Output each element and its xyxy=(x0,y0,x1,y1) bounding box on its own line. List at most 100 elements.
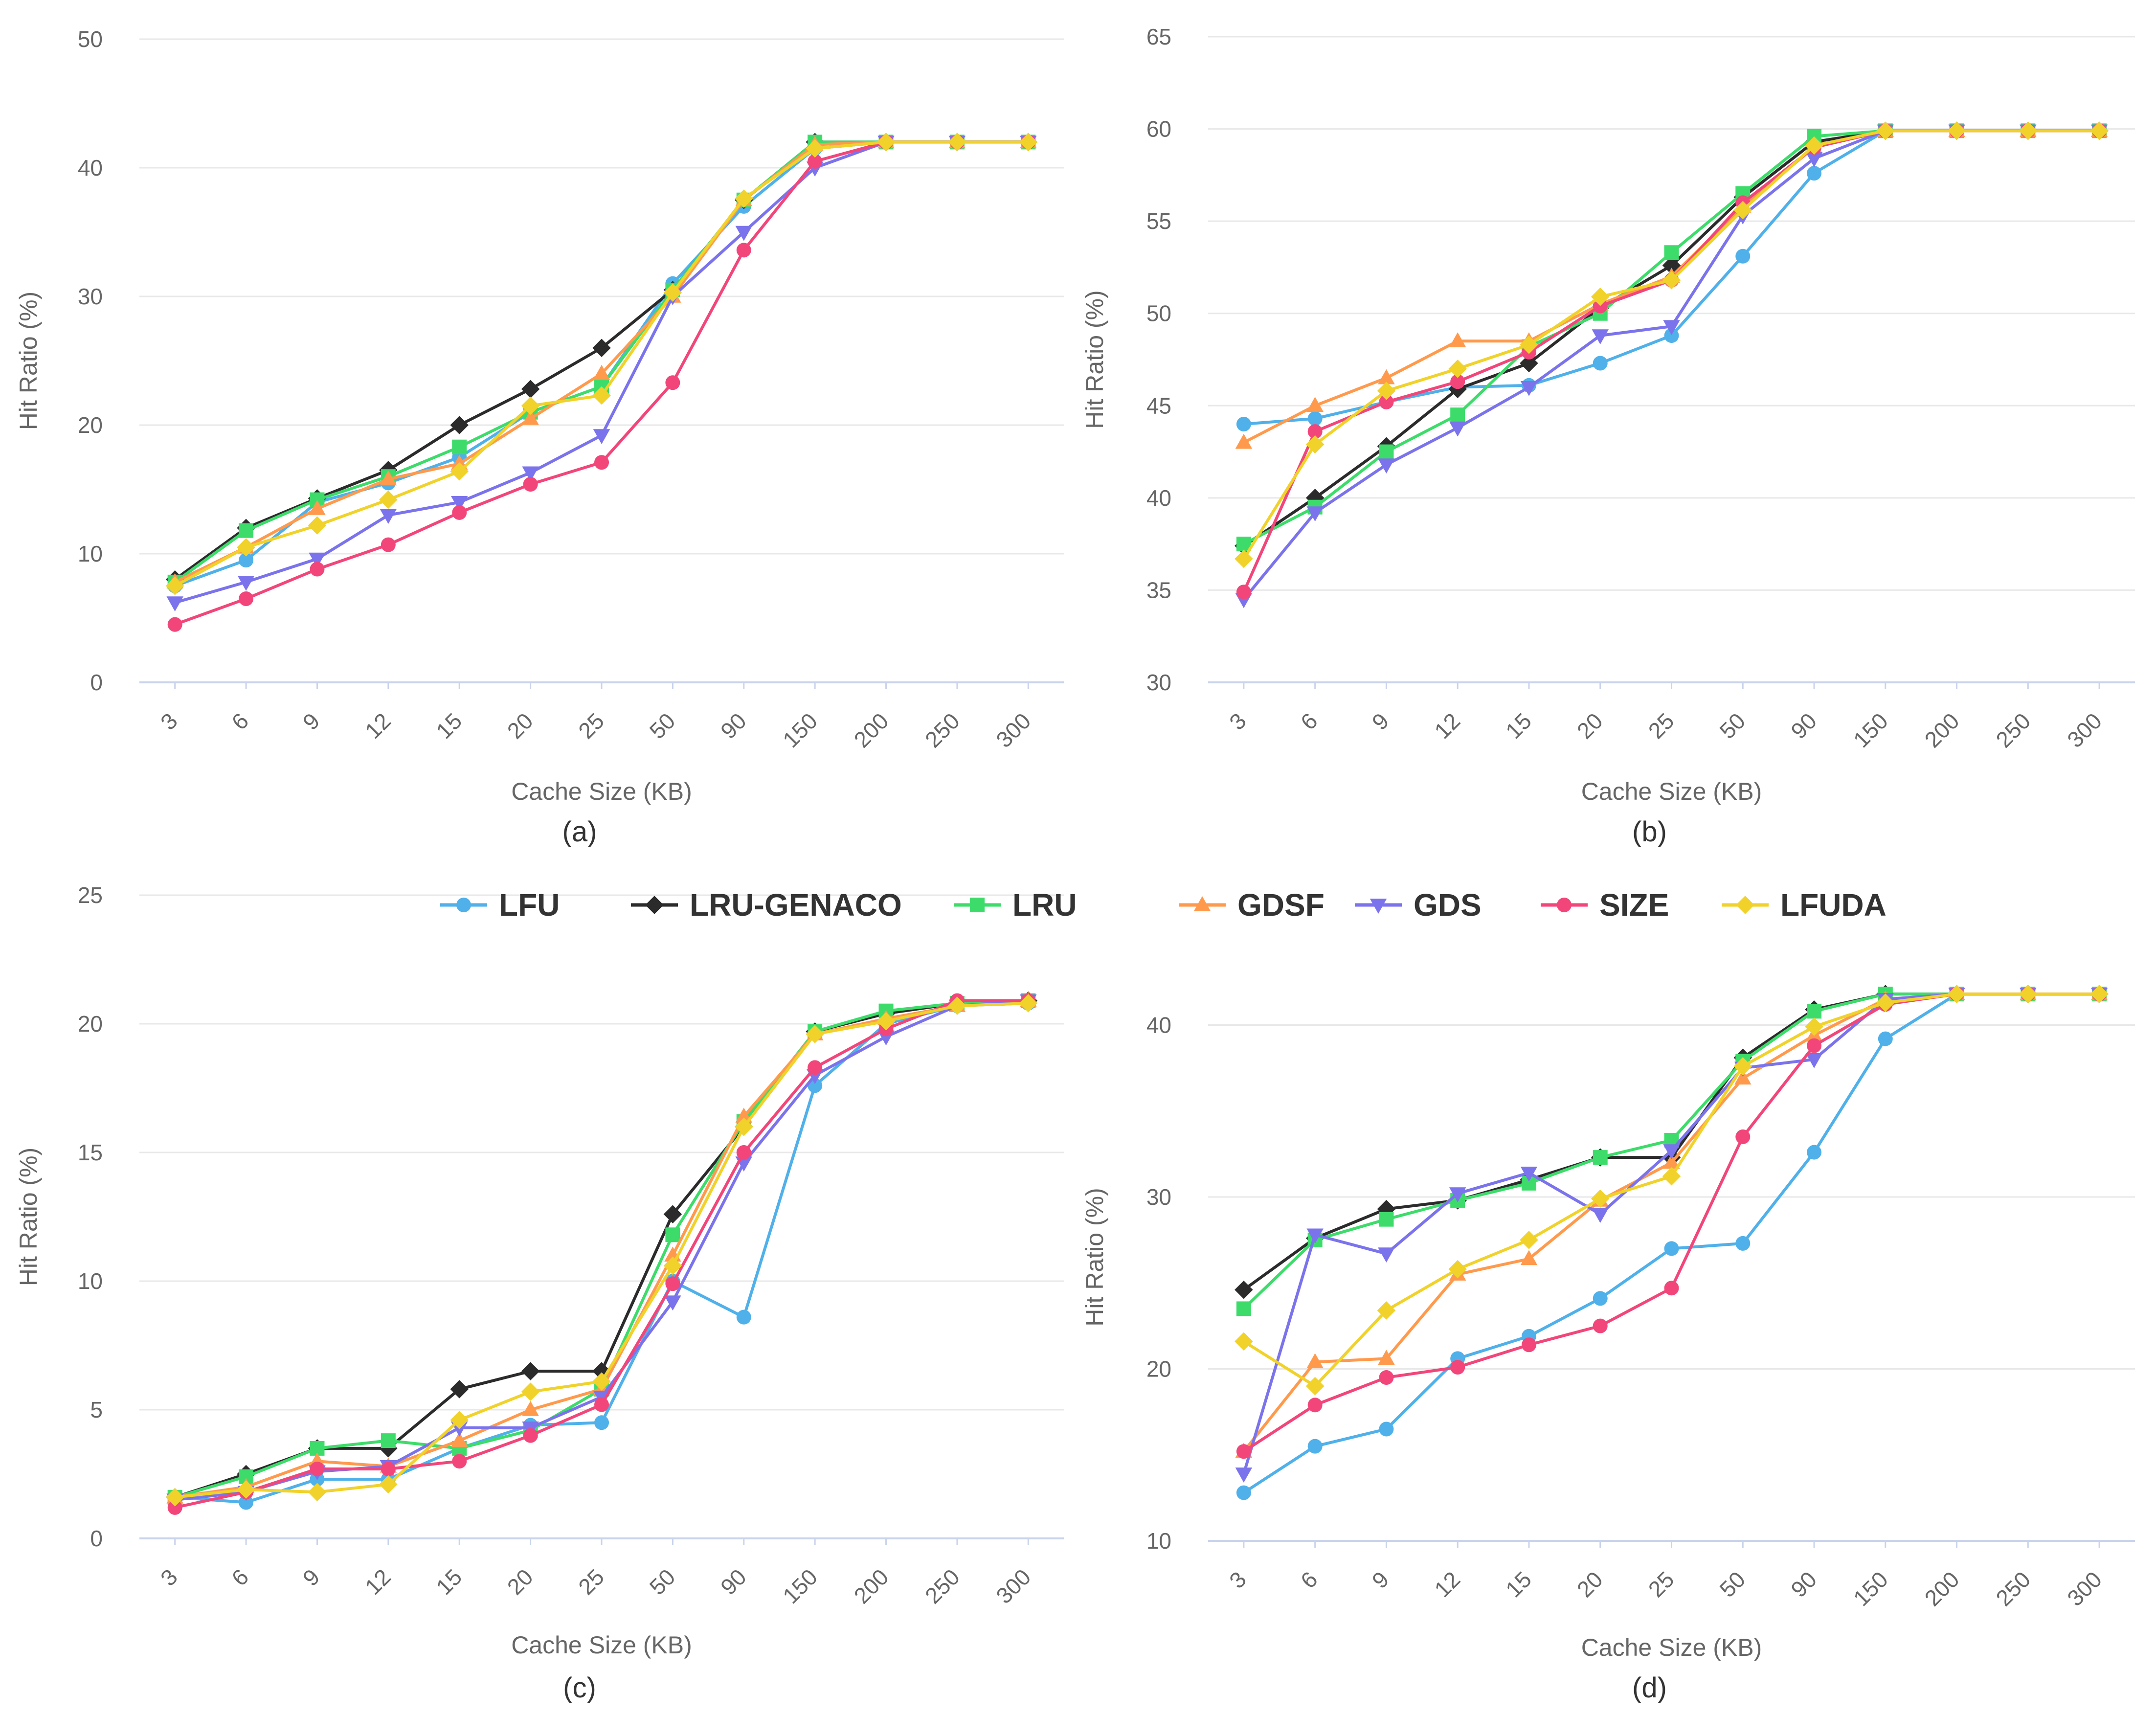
data-point xyxy=(452,1454,467,1469)
legend-item-size[interactable]: SIZE xyxy=(1541,887,1669,923)
y-tick-label: 65 xyxy=(1146,24,1171,49)
data-point xyxy=(1735,1236,1751,1251)
y-tick-label: 55 xyxy=(1146,208,1171,234)
data-point xyxy=(1805,152,1823,167)
data-point xyxy=(1378,369,1395,384)
data-point xyxy=(1379,394,1394,409)
legend-item-lru[interactable]: LRU xyxy=(954,887,1077,923)
data-point xyxy=(1664,1241,1679,1256)
data-point xyxy=(310,562,325,577)
data-point xyxy=(1876,993,1895,1012)
y-tick-label: 15 xyxy=(78,1140,103,1165)
legend-label: GDS xyxy=(1414,887,1482,923)
data-point xyxy=(1019,133,1038,152)
data-point xyxy=(876,133,896,152)
data-point xyxy=(1450,407,1465,423)
y-tick-label: 10 xyxy=(1146,1528,1171,1554)
y-tick-label: 40 xyxy=(1146,485,1171,511)
data-point xyxy=(592,1372,611,1391)
x-axis-title: Cache Size (KB) xyxy=(1581,1634,1762,1661)
data-point xyxy=(1735,1129,1751,1144)
data-point xyxy=(1664,1281,1679,1296)
data-point xyxy=(1733,201,1752,220)
data-point xyxy=(1378,458,1395,474)
series-lfuda xyxy=(165,994,1038,1507)
data-point xyxy=(239,591,254,607)
data-point xyxy=(1662,1167,1681,1186)
data-point xyxy=(521,396,540,415)
data-point xyxy=(381,537,396,552)
data-point xyxy=(1663,320,1680,336)
legend-item-gds[interactable]: GDS xyxy=(1355,887,1482,923)
data-point xyxy=(735,1117,753,1136)
data-point xyxy=(380,509,397,524)
data-point xyxy=(1378,1247,1395,1263)
data-point xyxy=(1664,245,1679,260)
data-point xyxy=(664,1295,681,1311)
legend-item-lfu[interactable]: LFU xyxy=(440,887,560,923)
y-axis-title: Hit Ratio (%) xyxy=(1081,1188,1108,1326)
legend-marker xyxy=(1193,896,1211,911)
data-point xyxy=(1807,1145,1822,1160)
data-point xyxy=(1520,1231,1538,1249)
data-point xyxy=(592,386,611,405)
data-point xyxy=(1307,424,1323,439)
y-axis-title: Hit Ratio (%) xyxy=(15,1148,42,1286)
data-point xyxy=(1733,1057,1752,1076)
data-point xyxy=(593,429,610,445)
data-point xyxy=(452,439,467,454)
data-point xyxy=(594,1415,609,1430)
data-point xyxy=(1236,1485,1251,1500)
data-point xyxy=(522,466,539,482)
legend-marker xyxy=(1557,898,1572,912)
data-point xyxy=(523,476,538,492)
data-point xyxy=(450,1380,469,1399)
panel-caption: (d) xyxy=(1632,1672,1667,1704)
y-tick-label: 0 xyxy=(90,1526,103,1551)
data-point xyxy=(1520,381,1538,396)
data-point xyxy=(1593,1150,1608,1165)
data-point xyxy=(1448,1260,1467,1279)
data-point xyxy=(166,596,183,611)
legend-marker xyxy=(1370,899,1387,914)
y-tick-label: 10 xyxy=(78,541,103,566)
series-lfuda xyxy=(1235,985,2109,1396)
data-point xyxy=(1450,374,1465,389)
legend-item-lfuda[interactable]: LFUDA xyxy=(1722,887,1886,923)
data-point xyxy=(2090,121,2109,140)
data-point xyxy=(1379,444,1394,459)
legend: LFU LRU-GENACO LRU GDSF GDS SIZE LFUDA xyxy=(440,887,1886,923)
data-point xyxy=(1947,121,1966,140)
y-axis-title: Hit Ratio (%) xyxy=(15,292,42,430)
data-point xyxy=(381,1461,396,1476)
data-point xyxy=(167,1500,182,1515)
data-point xyxy=(735,226,753,241)
data-point xyxy=(1450,1359,1465,1375)
data-point xyxy=(1377,382,1396,400)
data-point xyxy=(1235,549,1253,568)
data-point xyxy=(1377,1301,1396,1320)
data-point xyxy=(1306,1228,1324,1244)
panel-caption: (a) xyxy=(562,816,597,848)
data-point xyxy=(308,516,327,535)
data-point xyxy=(522,409,539,425)
series-lfuda xyxy=(1235,121,2109,568)
data-point xyxy=(1807,1038,1822,1053)
legend-label: LFU xyxy=(499,887,560,923)
data-point xyxy=(310,1461,325,1476)
y-tick-label: 20 xyxy=(78,412,103,438)
data-point xyxy=(735,189,753,208)
legend-item-gdsf[interactable]: GDSF xyxy=(1179,887,1325,923)
y-tick-label: 30 xyxy=(1146,1184,1171,1210)
data-point xyxy=(1236,1301,1251,1316)
data-point xyxy=(452,505,467,520)
y-tick-label: 25 xyxy=(78,882,103,908)
x-axis-title: Cache Size (KB) xyxy=(511,778,692,805)
data-point xyxy=(594,455,609,470)
data-point xyxy=(1807,1004,1822,1019)
legend-marker xyxy=(456,898,471,912)
legend-item-lru-genaco[interactable]: LRU-GENACO xyxy=(631,887,902,923)
data-point xyxy=(1236,1444,1251,1459)
data-point xyxy=(1307,411,1323,426)
